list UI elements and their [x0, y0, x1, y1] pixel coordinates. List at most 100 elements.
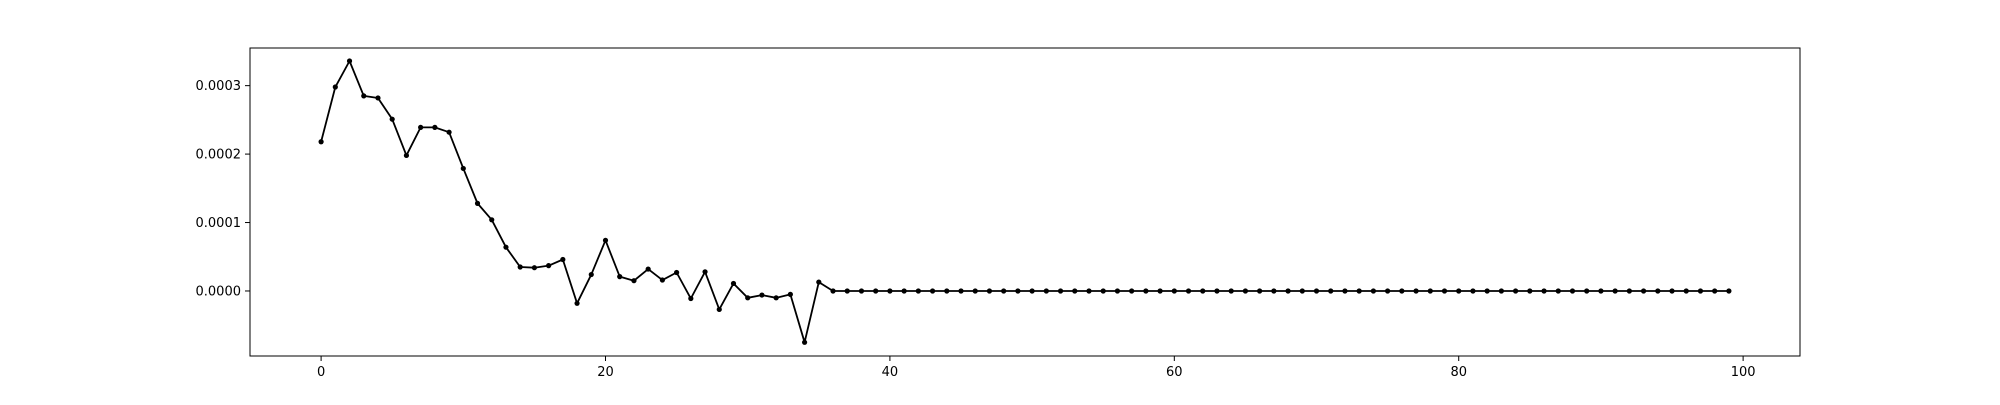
data-point: [1370, 288, 1376, 294]
data-point: [361, 93, 367, 99]
data-point: [602, 237, 609, 243]
data-point: [773, 295, 779, 301]
data-point: [1299, 288, 1305, 294]
data-point: [1626, 288, 1632, 294]
data-point: [432, 124, 438, 130]
data-point: [1413, 288, 1419, 294]
data-point: [1712, 288, 1718, 294]
data-point: [1598, 288, 1604, 294]
data-point: [1356, 288, 1362, 294]
x-tick-label: 100: [1731, 365, 1756, 380]
data-point: [418, 124, 424, 130]
data-point: [1029, 288, 1035, 294]
data-point: [631, 278, 637, 284]
data-point: [460, 165, 466, 172]
data-point: [389, 116, 395, 122]
x-tick-label: 20: [597, 365, 614, 380]
data-point: [1541, 288, 1547, 294]
data-point: [1726, 288, 1732, 294]
data-point: [1057, 288, 1064, 294]
data-point: [1456, 288, 1462, 294]
data-point: [546, 263, 552, 269]
data-point: [1185, 288, 1192, 294]
data-point: [1513, 288, 1519, 294]
data-point: [574, 300, 580, 306]
data-point: [844, 288, 850, 294]
data-point: [318, 139, 324, 145]
data-point: [887, 288, 893, 294]
data-point: [986, 288, 993, 294]
data-point: [858, 288, 865, 294]
data-point: [801, 339, 808, 345]
data-point: [474, 200, 481, 206]
data-point: [1484, 288, 1490, 294]
y-tick-label: 0.0001: [196, 216, 242, 231]
data-point: [1242, 288, 1249, 294]
data-point: [787, 291, 793, 297]
axes: 0 20 40 60 80 100 0.0000 0.0001 0.0002 0.0003: [196, 79, 1756, 380]
data-point: [1313, 288, 1320, 294]
data-point: [1086, 288, 1092, 294]
data-point: [503, 244, 509, 250]
data-point: [1498, 288, 1504, 294]
plot-area: [250, 48, 1800, 356]
data-point: [1043, 288, 1049, 294]
data-point: [730, 280, 737, 287]
data-point: [645, 266, 651, 272]
x-tick-label: 40: [882, 365, 899, 380]
data-series: [318, 58, 1732, 345]
data-point: [1100, 288, 1106, 294]
data-point: [1214, 288, 1220, 294]
y-tick-label: 0.0002: [196, 148, 242, 163]
data-point: [1257, 288, 1263, 294]
data-point: [1555, 288, 1561, 294]
data-point: [972, 288, 978, 294]
data-point: [915, 288, 921, 294]
data-point: [1527, 288, 1533, 294]
x-tick-label: 0: [317, 365, 325, 380]
data-point: [1157, 288, 1163, 294]
x-tick-label: 60: [1166, 365, 1183, 380]
data-point: [588, 271, 594, 278]
data-point: [873, 288, 879, 294]
data-point: [1427, 288, 1433, 294]
data-point: [1015, 288, 1021, 294]
data-point: [944, 288, 950, 294]
data-point: [332, 84, 338, 90]
data-point: [446, 129, 452, 135]
data-point: [617, 274, 623, 280]
data-point: [929, 288, 936, 294]
data-point: [716, 306, 722, 313]
data-point: [1655, 288, 1661, 294]
data-point: [1342, 288, 1348, 294]
data-point: [1640, 288, 1647, 294]
data-point: [759, 292, 765, 298]
data-point: [1697, 288, 1704, 294]
data-point: [1143, 288, 1149, 294]
series-line: [320, 60, 1729, 344]
data-point: [517, 264, 523, 270]
data-point: [531, 265, 538, 271]
data-point: [901, 288, 907, 294]
data-point: [1285, 288, 1291, 294]
y-tick-label: 0.0000: [196, 284, 242, 299]
data-point: [1271, 288, 1277, 294]
data-point: [830, 288, 836, 294]
data-point: [489, 217, 495, 223]
data-point: [745, 295, 751, 301]
data-point: [702, 269, 708, 275]
data-point: [1171, 288, 1177, 294]
x-tick-label: 80: [1450, 365, 1467, 380]
data-point: [1385, 288, 1391, 294]
data-point: [1001, 288, 1007, 294]
data-point: [1569, 288, 1576, 294]
data-point: [1228, 288, 1234, 294]
data-point: [1612, 288, 1618, 294]
data-point: [1470, 288, 1476, 294]
data-point: [958, 288, 964, 294]
data-point: [1399, 288, 1405, 294]
data-point: [375, 95, 381, 101]
data-point: [1584, 288, 1590, 294]
